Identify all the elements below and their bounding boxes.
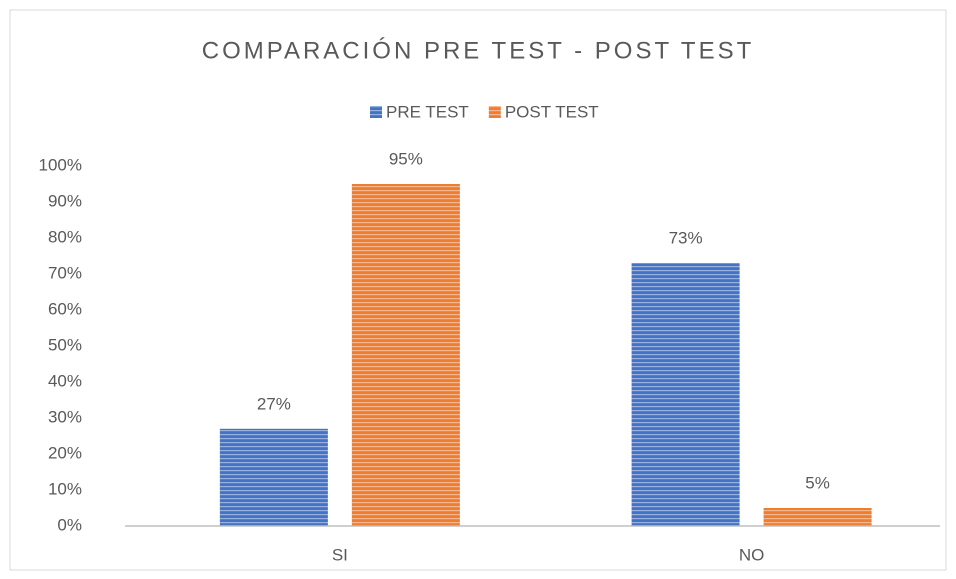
y-tick-label: 20% (48, 443, 82, 462)
y-tick-label: 40% (48, 371, 82, 390)
y-tick-label: 70% (48, 263, 82, 282)
chart-frame (9, 9, 947, 571)
y-tick-label: 90% (48, 191, 82, 210)
value-label: 73% (669, 229, 703, 248)
legend-label: POST TEST (505, 102, 599, 121)
legend-swatch (370, 106, 382, 118)
y-tick-label: 50% (48, 335, 82, 354)
legend-label: PRE TEST (386, 102, 469, 121)
y-tick-label: 80% (48, 227, 82, 246)
y-tick-label: 100% (39, 155, 82, 174)
x-tick-label: SI (332, 545, 348, 564)
bar (219, 428, 328, 526)
y-tick-label: 30% (48, 407, 82, 426)
chart-title: COMPARACIÓN PRE TEST - POST TEST (202, 37, 755, 64)
y-tick-label: 0% (57, 515, 82, 534)
bar (763, 508, 872, 526)
bar (351, 184, 460, 526)
value-label: 5% (805, 473, 830, 492)
value-label: 27% (257, 394, 291, 413)
y-tick-label: 60% (48, 299, 82, 318)
legend-swatch (488, 106, 501, 118)
y-tick-label: 10% (48, 479, 82, 498)
value-label: 95% (389, 149, 423, 168)
x-tick-label: NO (739, 545, 765, 564)
bar (631, 263, 740, 526)
